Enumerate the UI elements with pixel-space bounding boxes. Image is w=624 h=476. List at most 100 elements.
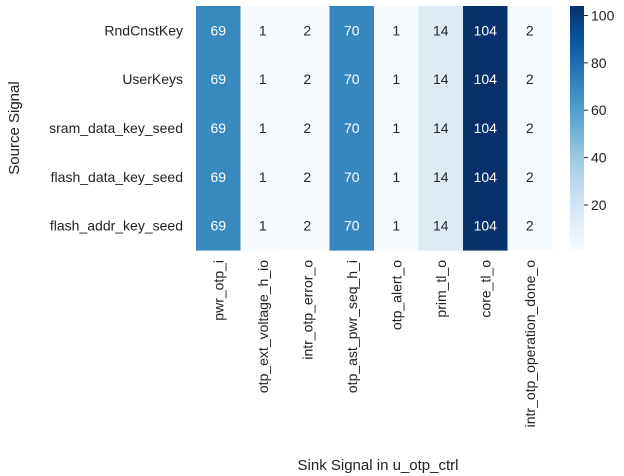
cell-value-label: 69	[210, 71, 226, 87]
colorbar-tick-label: 100	[591, 7, 615, 23]
column-label: otp_ast_pwr_seq_h_i	[344, 260, 360, 393]
cell-value-label: 2	[303, 169, 311, 185]
column-label: intr_otp_error_o	[299, 260, 315, 360]
cell-value-label: 14	[433, 169, 449, 185]
cell-value-label: 70	[344, 22, 360, 38]
cell-value-label: 2	[526, 71, 534, 87]
heatmap-cell	[329, 201, 375, 251]
cell-value-label: 70	[344, 120, 360, 136]
cell-value-label: 14	[433, 218, 449, 234]
heatmap-cell	[240, 103, 286, 153]
heatmap-cell	[463, 6, 509, 56]
column-label: otp_ext_voltage_h_io	[255, 260, 271, 393]
heatmap-cell	[285, 54, 331, 105]
cell-value-label: 1	[392, 120, 400, 136]
cell-value-label: 104	[474, 120, 498, 136]
row-label: RndCnstKey	[104, 22, 183, 38]
heatmap-cell	[374, 6, 420, 56]
heatmap-cell	[196, 201, 242, 251]
heatmap-cell	[196, 6, 242, 56]
heatmap-cell	[374, 103, 420, 153]
x-axis-title: Sink Signal in u_otp_ctrl	[298, 457, 459, 474]
cell-value-label: 1	[259, 218, 267, 234]
heatmap-cell	[507, 6, 553, 56]
cell-value-label: 1	[259, 169, 267, 185]
cell-value-label: 1	[259, 120, 267, 136]
heatmap-cell	[240, 201, 286, 251]
heatmap-cells: 69 1 2 70 1 14 104 2 69 1 2 70 1 14 104 2 69 1 2 70 1 14 104 2 6…	[196, 6, 553, 251]
cell-value-label: 70	[344, 218, 360, 234]
column-label: pwr_otp_i	[210, 260, 226, 321]
heatmap-cell	[329, 152, 375, 202]
y-axis-title: Source Signal	[6, 81, 23, 174]
heatmap-cell	[196, 152, 242, 202]
cell-value-label: 1	[392, 22, 400, 38]
heatmap-cell	[463, 152, 509, 202]
heatmap-cell	[196, 54, 242, 105]
row-label: flash_data_key_seed	[51, 169, 183, 185]
heatmap-cell	[240, 6, 286, 56]
colorbar-tick-label: 40	[591, 150, 607, 166]
colorbar-ticks: 20 40 60 80 100	[584, 7, 615, 213]
cell-value-label: 2	[303, 120, 311, 136]
heatmap-cell	[463, 103, 509, 153]
heatmap-cell	[463, 54, 509, 105]
heatmap-cell	[463, 201, 509, 251]
heatmap-cell	[285, 152, 331, 202]
cell-value-label: 2	[526, 22, 534, 38]
cell-value-label: 1	[392, 71, 400, 87]
heatmap-cell	[418, 201, 464, 251]
cell-value-label: 69	[210, 218, 226, 234]
colorbar-tick-label: 60	[591, 102, 607, 118]
heatmap-cell	[374, 152, 420, 202]
heatmap-cell	[507, 54, 553, 105]
heatmap-cell	[507, 201, 553, 251]
column-label: intr_otp_operation_done_o	[522, 260, 538, 428]
heatmap-cell	[240, 152, 286, 202]
cell-value-label: 2	[303, 22, 311, 38]
heatmap-cell	[285, 6, 331, 56]
colorbar-tick-label: 20	[591, 197, 607, 213]
row-label: flash_addr_key_seed	[50, 218, 183, 234]
cell-value-label: 1	[259, 22, 267, 38]
heatmap-cell	[374, 54, 420, 105]
heatmap-cell	[507, 103, 553, 153]
cell-value-label: 1	[259, 71, 267, 87]
row-label: sram_data_key_seed	[49, 120, 183, 136]
cell-value-label: 104	[474, 22, 498, 38]
heatmap-cell	[418, 6, 464, 56]
cell-value-label: 69	[210, 169, 226, 185]
cell-value-label: 14	[433, 71, 449, 87]
column-labels: pwr_otp_i otp_ext_voltage_h_io intr_otp_er…	[210, 260, 538, 428]
cell-value-label: 1	[392, 218, 400, 234]
column-label: core_tl_o	[477, 260, 493, 318]
column-label: prim_tl_o	[433, 260, 449, 318]
heatmap-cell	[374, 201, 420, 251]
heatmap-cell	[240, 54, 286, 105]
cell-value-label: 14	[433, 120, 449, 136]
row-label: UserKeys	[122, 71, 183, 87]
column-label: otp_alert_o	[388, 260, 404, 330]
heatmap-cell	[418, 152, 464, 202]
colorbar-tick-label: 80	[591, 55, 607, 71]
cell-value-label: 104	[474, 218, 498, 234]
cell-value-label: 104	[474, 169, 498, 185]
heatmap-cell	[507, 152, 553, 202]
heatmap-cell	[285, 103, 331, 153]
heatmap-cell	[329, 103, 375, 153]
cell-value-label: 69	[210, 120, 226, 136]
cell-value-label: 2	[526, 169, 534, 185]
heatmap-cell	[285, 201, 331, 251]
cell-value-label: 2	[526, 120, 534, 136]
colorbar	[570, 6, 584, 250]
cell-value-label: 2	[303, 218, 311, 234]
cell-value-label: 1	[392, 169, 400, 185]
cell-value-label: 104	[474, 71, 498, 87]
cell-value-label: 69	[210, 22, 226, 38]
heatmap-cell	[196, 103, 242, 153]
heatmap-cell	[418, 103, 464, 153]
heatmap-cell	[329, 6, 375, 56]
heatmap-cell	[329, 54, 375, 105]
cell-value-label: 14	[433, 22, 449, 38]
